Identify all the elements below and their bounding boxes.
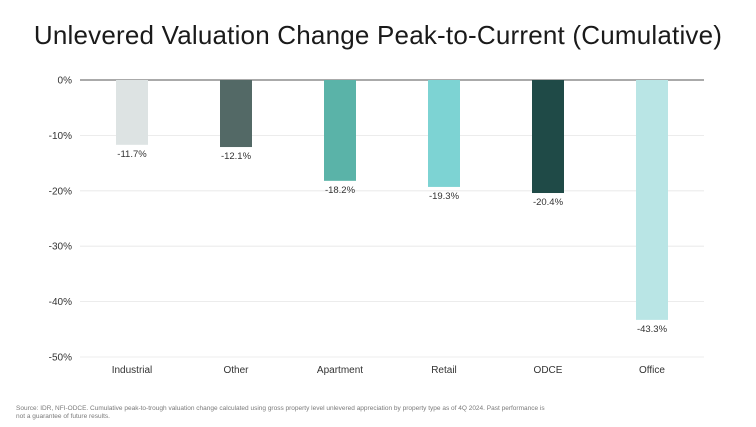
x-category-label: Industrial bbox=[112, 365, 153, 376]
y-tick-label: -30% bbox=[49, 242, 72, 253]
x-category-label: Retail bbox=[431, 365, 457, 376]
data-label: -20.4% bbox=[533, 197, 564, 208]
y-tick-label: -20% bbox=[49, 186, 72, 197]
y-tick-label: -10% bbox=[49, 131, 72, 142]
y-tick-label: -40% bbox=[49, 297, 72, 308]
source-footnote: Source: IDR, NFI-ODCE. Cumulative peak-t… bbox=[16, 405, 636, 421]
gridlines bbox=[80, 79, 704, 358]
labels: 0% -10% -20% -30% -40% -50% -11.7% Industrial -1… bbox=[49, 76, 668, 377]
bar-odce bbox=[532, 80, 564, 194]
bar-industrial bbox=[116, 80, 148, 145]
bar-office bbox=[636, 80, 668, 320]
data-label: -43.3% bbox=[637, 324, 668, 335]
bar-retail bbox=[428, 80, 460, 187]
y-tick-label: 0% bbox=[58, 76, 73, 87]
x-category-label: Office bbox=[639, 365, 665, 376]
x-category-label: Other bbox=[223, 365, 249, 376]
data-label: -19.3% bbox=[429, 191, 460, 202]
footnote-line-1: Source: IDR, NFI-ODCE. Cumulative peak-t… bbox=[16, 405, 545, 412]
x-category-label: Apartment bbox=[317, 365, 363, 376]
x-category-label: ODCE bbox=[534, 365, 563, 376]
bar-apartment bbox=[324, 80, 356, 181]
data-label: -11.7% bbox=[117, 149, 147, 160]
y-tick-label: -50% bbox=[49, 353, 72, 364]
data-label: -18.2% bbox=[325, 185, 356, 196]
footnote-line-2: not a guarantee of future results. bbox=[16, 413, 110, 420]
bars bbox=[116, 80, 668, 320]
chart-title: Unlevered Valuation Change Peak-to-Curre… bbox=[33, 20, 723, 50]
bar-other bbox=[220, 80, 252, 148]
data-label: -12.1% bbox=[221, 151, 252, 162]
